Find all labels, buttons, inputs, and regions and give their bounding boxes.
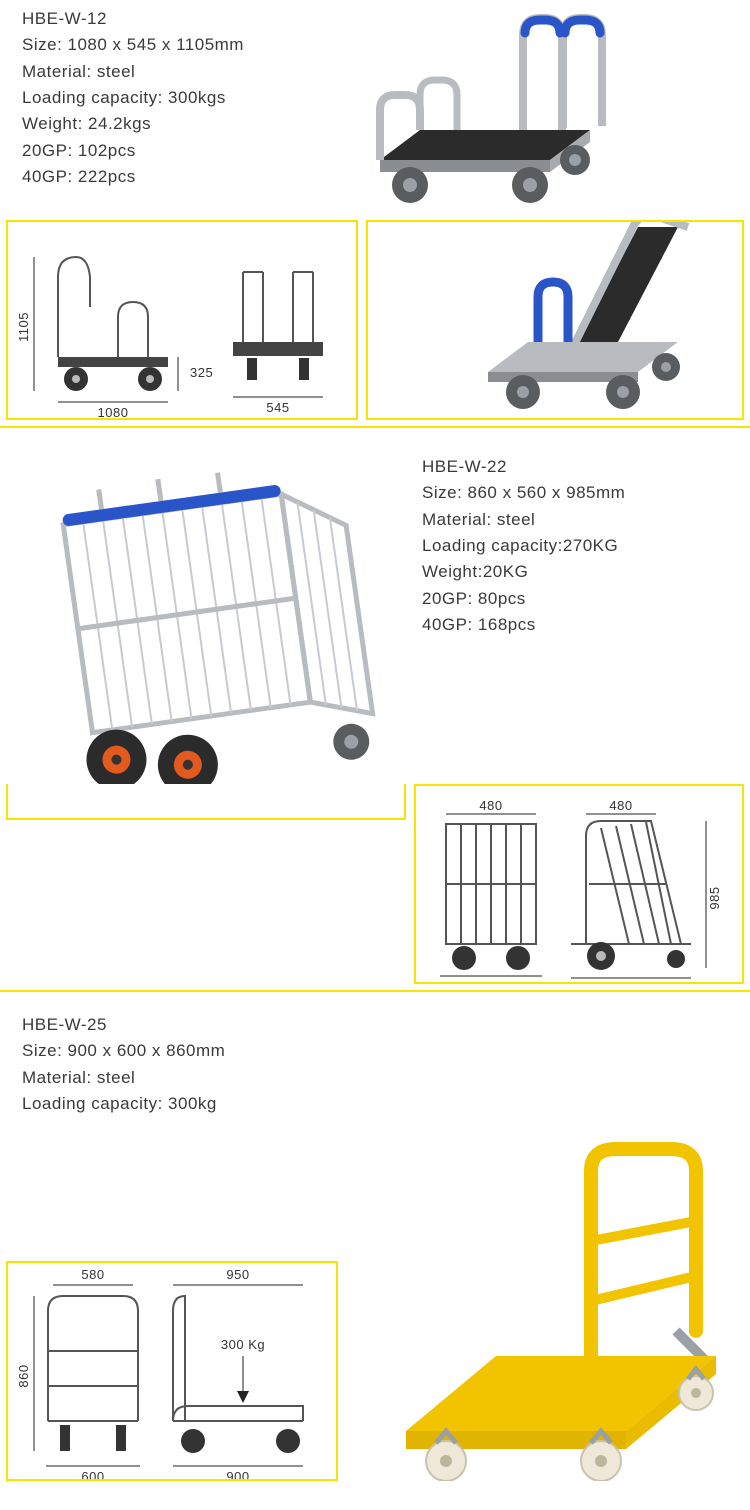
spec-line: 40GP: 222pcs	[22, 164, 328, 190]
product-1-top: HBE-W-12 Size: 1080 x 545 x 1105mm Mater…	[0, 0, 750, 220]
product-3-photo-svg	[346, 1121, 746, 1481]
model-code: HBE-W-25	[22, 1012, 328, 1038]
product-1-diagram-panel: 1105 325 1080	[6, 220, 358, 420]
product-3-photo	[346, 1121, 746, 1481]
dim-length: 1080	[98, 405, 129, 420]
spec-line: Loading capacity:270KG	[422, 533, 728, 559]
product-1-photo2	[368, 222, 744, 420]
spec-line: Weight:20KG	[422, 559, 728, 585]
product-3-bottom: 580 860 600 300 Kg 950	[0, 1121, 750, 1481]
product-1-photo-svg	[350, 0, 750, 220]
product-2-diagram-panel: 480 560 480	[414, 784, 744, 984]
dim-topw: 480	[479, 798, 502, 813]
spec-line: Material: steel	[22, 1065, 328, 1091]
dim-topw2: 480	[609, 798, 632, 813]
spec-line: Size: 860 x 560 x 985mm	[422, 480, 728, 506]
catalog-page: HBE-W-12 Size: 1080 x 545 x 1105mm Mater…	[0, 0, 750, 1481]
dim-width: 600	[81, 1469, 104, 1481]
product-3-top: HBE-W-25 Size: 900 x 600 x 860mm Materia…	[0, 998, 750, 1121]
product-3-specs: HBE-W-25 Size: 900 x 600 x 860mm Materia…	[0, 998, 350, 1121]
product-2-top: HBE-W-22 Size: 860 x 560 x 985mm Materia…	[0, 434, 750, 784]
dim-width: 560	[479, 979, 502, 984]
product-2-specs: HBE-W-22 Size: 860 x 560 x 985mm Materia…	[400, 434, 750, 784]
spec-line: 40GP: 168pcs	[422, 612, 728, 638]
product-1-photos	[350, 0, 750, 220]
product-1-bottom: 1105 325 1080	[0, 220, 750, 420]
product-2-photo-underline	[6, 784, 406, 820]
product-2-diagram: 480 560 480	[416, 786, 744, 984]
product-2-photo-svg	[10, 444, 400, 784]
dim-top: 580	[81, 1267, 104, 1282]
product-3-diagram: 580 860 600 300 Kg 950	[8, 1263, 338, 1481]
dim-width: 545	[266, 400, 289, 415]
dim-height: 860	[16, 1365, 31, 1388]
spec-line: Weight: 24.2kgs	[22, 111, 328, 137]
spec-line: 20GP: 80pcs	[422, 586, 728, 612]
spec-line: Size: 1080 x 545 x 1105mm	[22, 32, 328, 58]
spec-line: Material: steel	[422, 507, 728, 533]
dim-length: 860	[619, 980, 642, 984]
product-1-diagram: 1105 325 1080	[8, 222, 358, 420]
spec-line: Size: 900 x 600 x 860mm	[22, 1038, 328, 1064]
dim-height: 985	[707, 886, 722, 909]
model-code: HBE-W-12	[22, 6, 328, 32]
spec-line: Loading capacity: 300kgs	[22, 85, 328, 111]
dim-plat: 325	[190, 365, 213, 380]
product-1-specs: HBE-W-12 Size: 1080 x 545 x 1105mm Mater…	[0, 0, 350, 220]
dim-length2: 900	[226, 1469, 249, 1481]
dim-h: 1105	[16, 312, 31, 342]
dim-length: 950	[226, 1267, 249, 1282]
product-3-diagram-panel: 580 860 600 300 Kg 950	[6, 1261, 338, 1481]
product-2-photo	[0, 434, 400, 784]
product-2-bottom: 480 560 480	[0, 784, 750, 984]
dim-load: 300 Kg	[221, 1337, 265, 1352]
spec-line: Material: steel	[22, 59, 328, 85]
spec-line: Loading capacity: 300kg	[22, 1091, 328, 1117]
model-code: HBE-W-22	[422, 454, 728, 480]
spec-line: 20GP: 102pcs	[22, 138, 328, 164]
product-1-photo2-panel	[366, 220, 744, 420]
